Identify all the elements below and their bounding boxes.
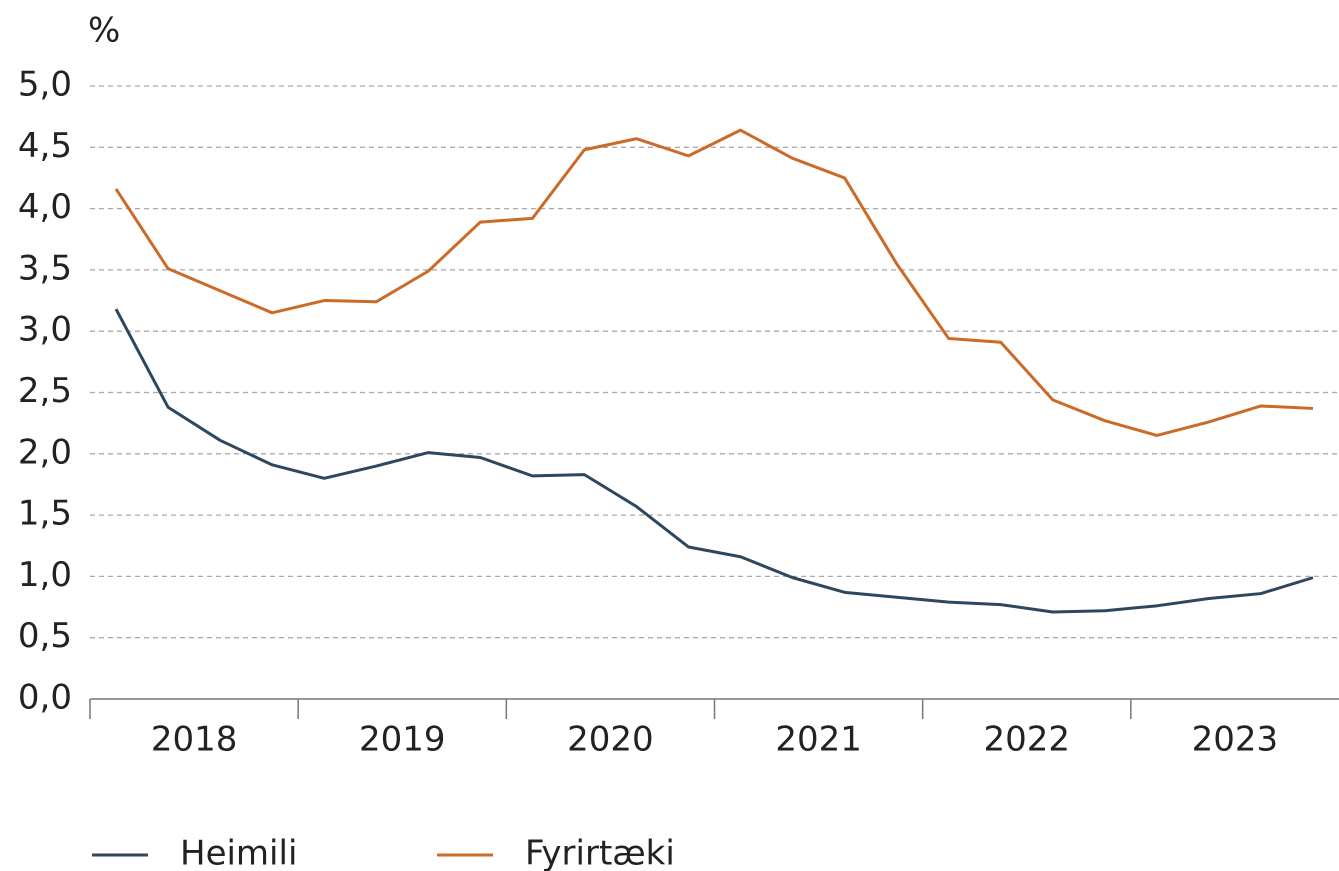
y-tick-label: 0,5 [18,616,72,656]
line [114,308,1314,614]
legend-label: Heimili [180,834,297,871]
x-tick-label: 2023 [1192,720,1279,760]
y-tick-label: 4,0 [18,187,72,227]
y-tick-label: 3,0 [18,310,72,350]
y-tick-label: 2,5 [18,371,72,411]
x-tick-label: 2019 [359,720,446,760]
y-tick-label: 0,0 [18,678,72,718]
y-tick-label: 2,0 [18,432,72,472]
x-tick-label: 2020 [567,720,654,760]
x-tick-label: 2022 [983,720,1070,760]
y-tick-label: 4,5 [18,126,72,166]
line [114,128,1314,437]
y-unit: % [88,11,120,51]
legend-label: Fyrirtæki [525,834,675,871]
y-tick-label: 3,5 [18,248,72,288]
y-tick-label: 5,0 [18,65,72,105]
y-tick-label: 1,5 [18,494,72,534]
y-tick-label: 1,0 [18,555,72,595]
x-tick-label: 2021 [775,720,862,760]
x-tick-label: 2018 [151,720,238,760]
